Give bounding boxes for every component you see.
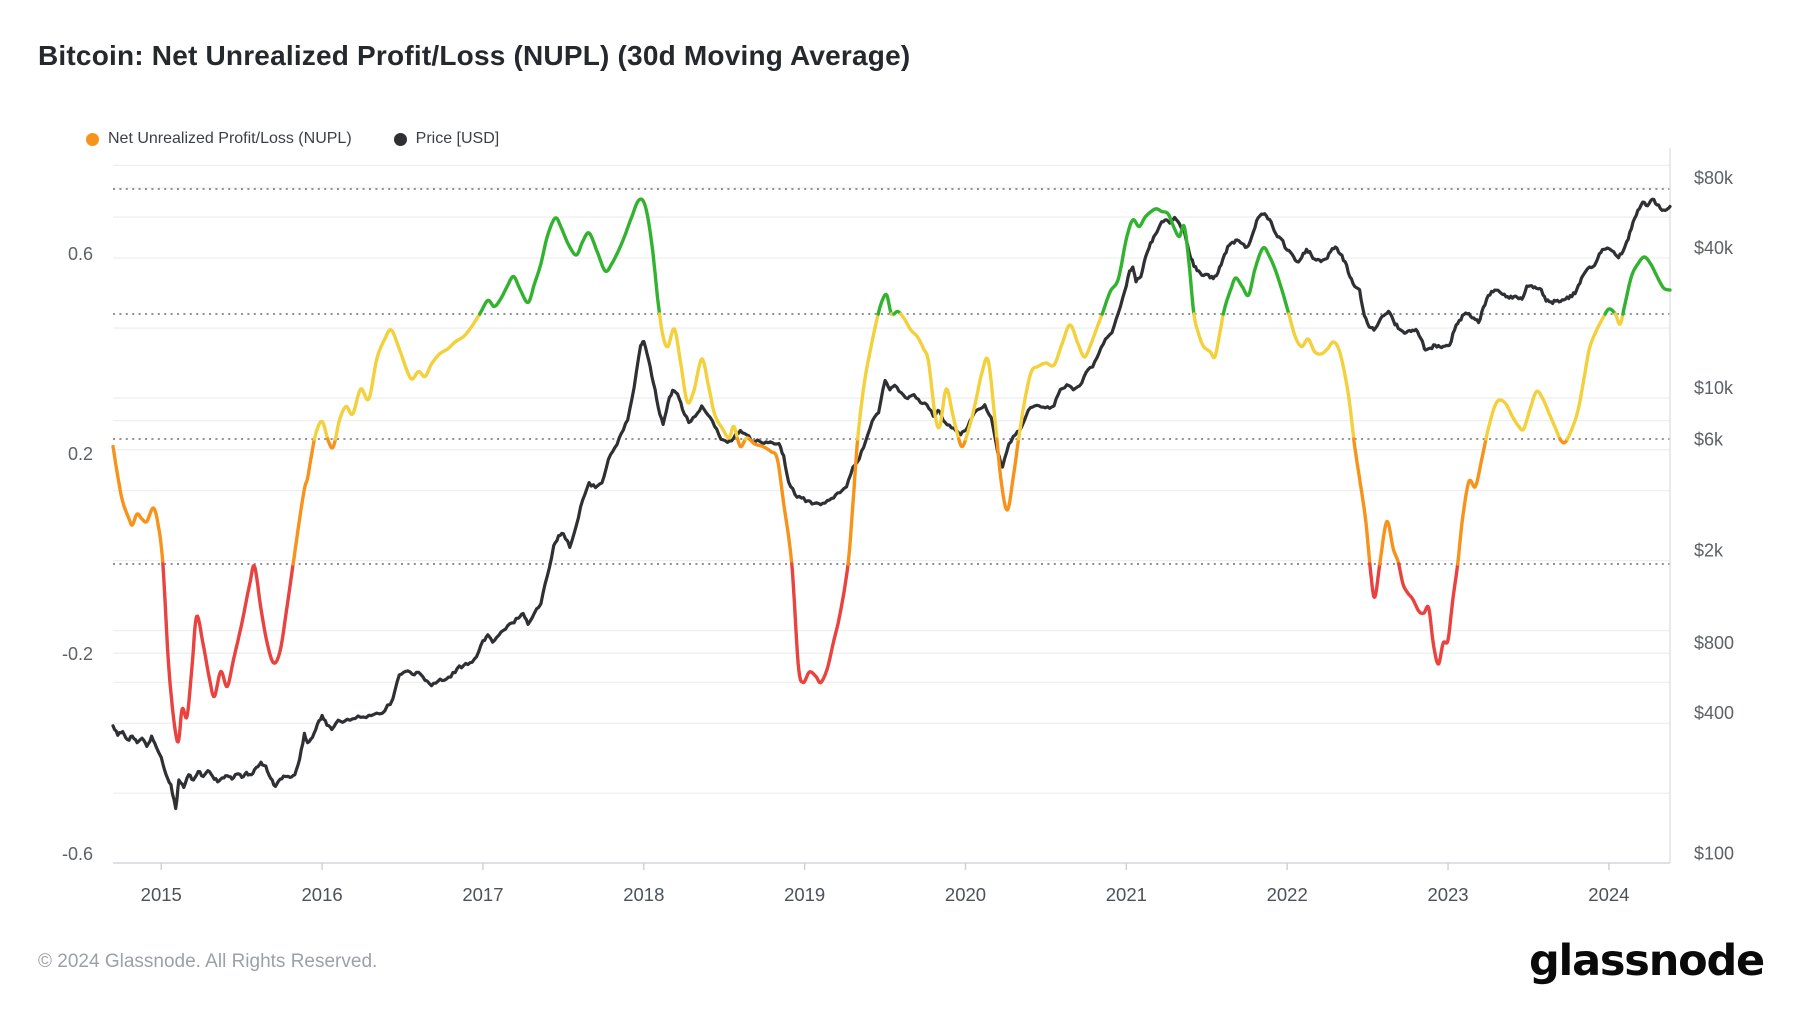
y-axis-right-labels: $80k $40k $10k $6k $2k $800 $400 $100	[1694, 168, 1734, 863]
nupl-tick-label: 0.6	[68, 244, 93, 264]
price-tick-label: $10k	[1694, 378, 1734, 398]
chart-legend: Net Unrealized Profit/Loss (NUPL) Price …	[86, 130, 499, 148]
x-tick-label: 2015	[141, 884, 182, 905]
x-tick-label: 2018	[623, 884, 664, 905]
nupl-tick-label: 0.2	[68, 444, 93, 464]
x-tick-label: 2020	[945, 884, 986, 905]
legend-item-price-label: Price [USD]	[415, 130, 500, 147]
axis-frame	[113, 148, 1671, 870]
x-tick-label: 2017	[462, 884, 503, 905]
copyright-text: © 2024 Glassnode. All Rights Reserved.	[38, 951, 378, 972]
legend-item-nupl-label: Net Unrealized Profit/Loss (NUPL)	[108, 130, 352, 147]
price-tick-label: $40k	[1694, 238, 1734, 258]
price-tick-label: $400	[1694, 703, 1734, 723]
x-tick-label: 2023	[1427, 884, 1468, 905]
price-tick-label: $2k	[1694, 541, 1724, 561]
price-line	[111, 197, 1672, 811]
x-tick-label: 2019	[784, 884, 825, 905]
x-axis-labels: 2015 2016 2017 2018 2019 2020 2021 2022 2023 2024	[141, 884, 1630, 905]
legend-item-price[interactable]: Price [USD]	[393, 130, 500, 148]
x-tick-label: 2024	[1588, 884, 1629, 905]
nupl-series-dot-icon	[86, 132, 99, 146]
price-tick-label: $80k	[1694, 168, 1734, 188]
nupl-tick-label: -0.6	[62, 844, 93, 864]
price-tick-label: $6k	[1694, 430, 1724, 450]
price-series-dot-icon	[393, 132, 407, 146]
legend-item-nupl[interactable]: Net Unrealized Profit/Loss (NUPL)	[86, 130, 352, 148]
x-tick-label: 2016	[302, 884, 343, 905]
nupl-tick-label: -0.2	[62, 644, 93, 664]
price-gridlines	[113, 164, 1670, 794]
glassnode-logo[interactable]: glassnode	[1528, 936, 1765, 986]
nupl-band-gridlines	[113, 188, 1670, 565]
price-tick-label: $800	[1694, 633, 1734, 653]
x-tick-label: 2021	[1106, 884, 1147, 905]
price-tick-label: $100	[1694, 843, 1734, 863]
y-axis-left-labels: 0.6 0.2 -0.2 -0.6	[62, 244, 93, 864]
page-title: Bitcoin: Net Unrealized Profit/Loss (NUP…	[38, 40, 911, 71]
nupl-line	[111, 197, 1672, 744]
x-tick-label: 2022	[1267, 884, 1308, 905]
